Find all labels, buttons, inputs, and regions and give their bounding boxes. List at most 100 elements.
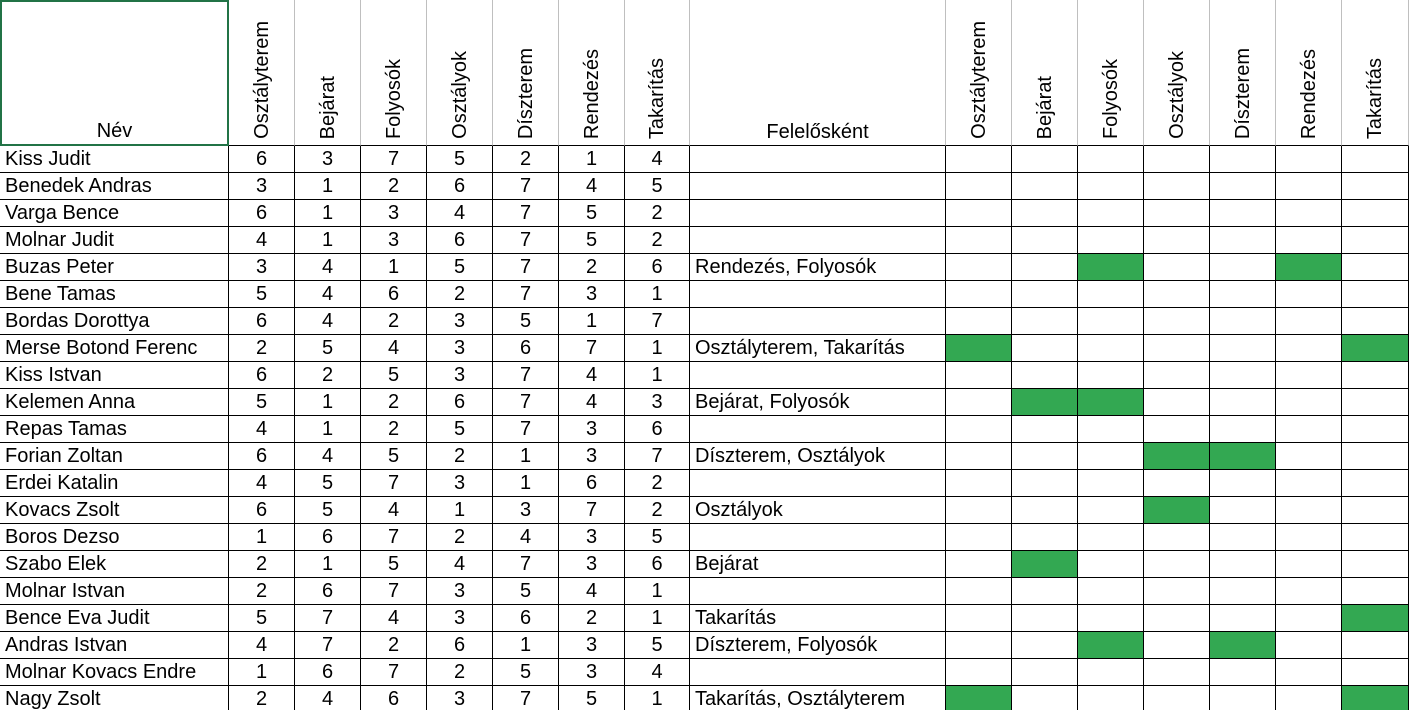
flag-cell [1210,470,1276,497]
cell-text: 1 [651,580,663,602]
score-cell: 3 [427,362,493,389]
score-cell: 3 [493,497,559,524]
cell-text: 7 [519,229,532,251]
cell-text: Buzas Peter [5,256,114,278]
name-cell: Kiss Istvan [0,362,229,389]
cell-text: Rendezés [580,48,603,139]
cell-text: 3 [453,688,466,710]
flag-cell [1276,686,1342,710]
score-cell: 4 [427,200,493,227]
flag-cell [1078,200,1144,227]
header-cell: Rendezés [559,0,625,146]
score-cell: 4 [229,632,295,659]
score-cell: 7 [559,497,625,524]
score-cell: 5 [229,605,295,632]
cell-text: 4 [255,472,268,494]
cell-text: 7 [519,364,532,386]
score-cell: 1 [625,362,690,389]
flag-cell [946,281,1012,308]
cell-text: 6 [651,256,663,278]
role-cell: Osztályterem, Takarítás [690,335,946,362]
flag-cell [1276,173,1342,200]
score-cell: 3 [295,146,361,173]
flag-cell [1012,632,1078,659]
flag-cell [1012,308,1078,335]
score-cell: 2 [427,443,493,470]
flag-cell [1012,551,1078,578]
cell-text: Forian Zoltan [5,445,123,467]
header-cell: Név [0,0,229,146]
cell-text: Rendezés, Folyosók [695,256,877,278]
score-cell: 6 [229,146,295,173]
cell-text: Boros Dezso [5,526,120,548]
cell-text: 2 [255,688,268,710]
flag-cell [1276,659,1342,686]
score-cell: 2 [361,632,427,659]
flag-cell [1144,173,1210,200]
flag-cell [1276,524,1342,551]
flag-cell [946,362,1012,389]
cell-text: Díszterem, Folyosók [695,634,878,656]
flag-cell [1342,146,1409,173]
flag-cell [1342,227,1409,254]
cell-text: 4 [255,418,268,440]
score-cell: 7 [493,173,559,200]
cell-text: 1 [585,310,598,332]
flag-cell [1276,578,1342,605]
cell-text: 2 [453,661,466,683]
cell-text: 5 [255,607,268,629]
cell-text: 4 [585,175,598,197]
flag-cell [946,659,1012,686]
score-cell: 5 [295,335,361,362]
flag-cell [946,335,1012,362]
score-cell: 2 [427,524,493,551]
flag-cell [1144,227,1210,254]
score-cell: 7 [493,416,559,443]
cell-text: 1 [585,148,598,170]
score-cell: 4 [295,443,361,470]
cell-text: 4 [585,391,598,413]
role-cell: Osztályok [690,497,946,524]
cell-text: Rendezés [1297,48,1320,139]
score-cell: 1 [625,686,690,710]
cell-text: 4 [387,337,400,359]
flag-cell [946,578,1012,605]
cell-text: 4 [321,688,334,710]
score-cell: 3 [229,254,295,281]
score-cell: 7 [493,281,559,308]
flag-cell [1144,605,1210,632]
cell-text: Osztályok [448,51,471,139]
cell-text: 6 [255,148,268,170]
score-cell: 4 [295,254,361,281]
cell-text: 3 [453,337,466,359]
cell-text: 4 [255,634,268,656]
cell-text: 6 [651,418,663,440]
cell-text: Osztályok [695,499,783,521]
flag-cell [1210,659,1276,686]
score-cell: 1 [493,443,559,470]
score-cell: 1 [295,200,361,227]
score-cell: 6 [361,686,427,710]
flag-cell [1012,443,1078,470]
name-cell: Buzas Peter [0,254,229,281]
cell-text: Bejárat [695,553,759,575]
cell-text: Molnar Istvan [5,580,126,602]
cell-text: 1 [519,634,532,656]
header-cell: Osztályterem [229,0,295,146]
flag-cell [1342,335,1409,362]
cell-text: 2 [387,418,400,440]
cell-text: 2 [651,229,663,251]
cell-text: 7 [387,661,400,683]
score-cell: 6 [361,281,427,308]
flag-cell [1012,254,1078,281]
cell-text: 2 [651,202,663,224]
flag-cell [1342,281,1409,308]
cell-text: 7 [321,634,334,656]
flag-cell [946,146,1012,173]
cell-text: 3 [453,472,466,494]
cell-text: 5 [387,445,400,467]
score-cell: 5 [427,416,493,443]
flag-cell [1276,470,1342,497]
flag-cell [1210,281,1276,308]
cell-text: 2 [453,526,466,548]
